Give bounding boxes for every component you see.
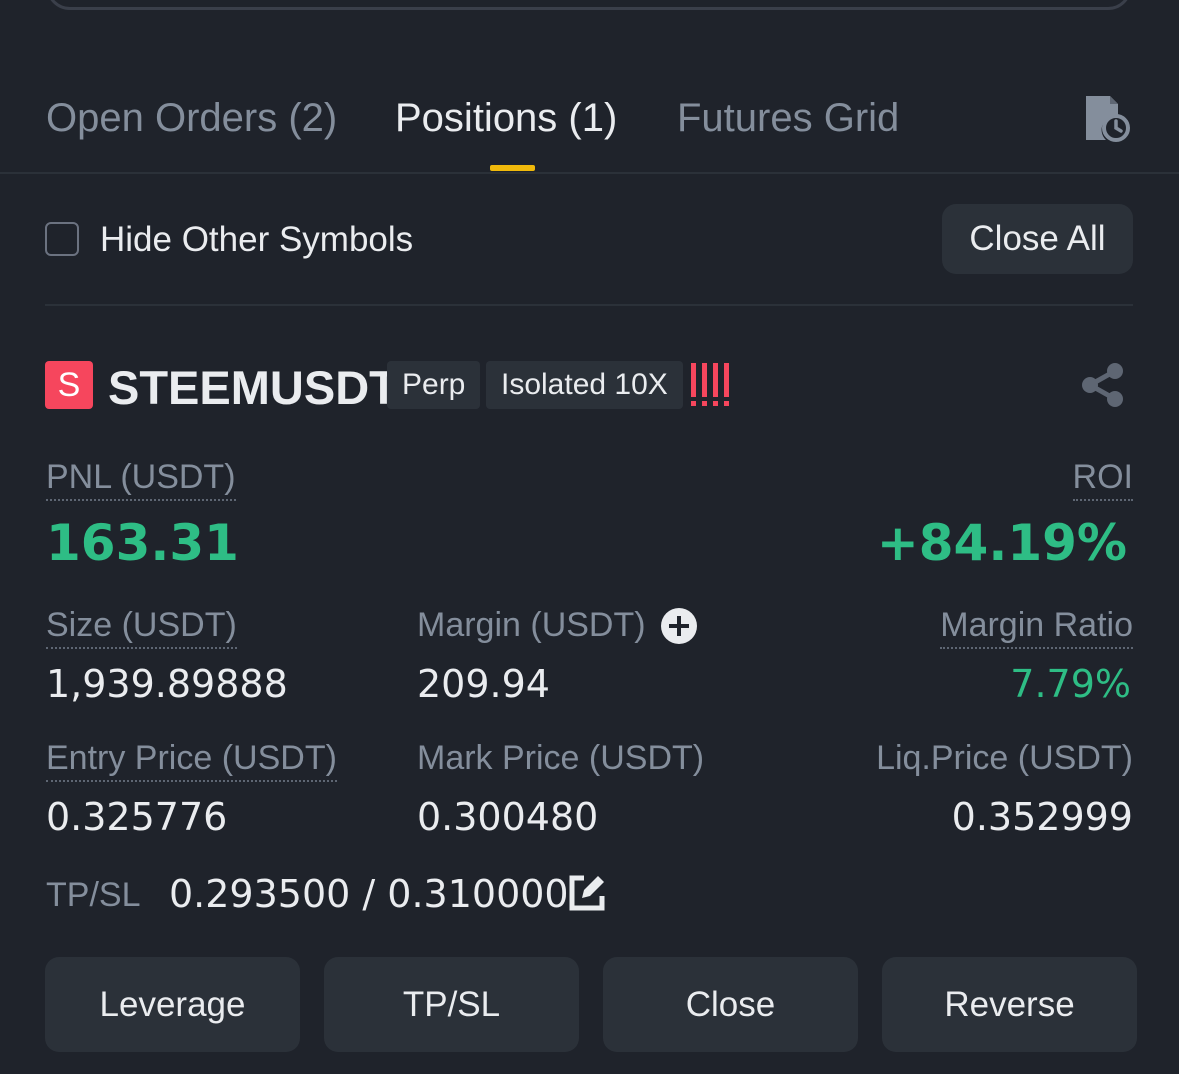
size-label[interactable]: Size (USDT) [46,606,237,649]
margin-mode-tag[interactable]: Isolated 10X [486,361,683,409]
symbol-badge: S [45,361,93,409]
hide-other-symbols-label[interactable]: Hide Other Symbols [100,220,414,259]
tpsl-label: TP/SL [46,876,141,914]
history-clock-icon[interactable] [1082,94,1130,144]
tpsl-button[interactable]: TP/SL [324,957,579,1052]
filter-divider [45,304,1133,306]
contract-type-tag: Perp [387,361,481,409]
mark-price-label: Mark Price (USDT) [417,739,705,777]
share-icon[interactable] [1080,362,1126,408]
roi-value: +84.19% [876,514,1127,572]
margin-ratio-value: 7.79% [1010,662,1131,706]
edit-icon[interactable] [568,874,606,912]
risk-bars-icon [691,363,729,406]
tpsl-value: 0.293500 / 0.310000 [169,872,569,916]
symbol-name[interactable]: STEEMUSDT [108,361,398,414]
tabs-divider [0,172,1179,174]
reverse-button[interactable]: Reverse [882,957,1137,1052]
roi-label[interactable]: ROI [1072,458,1133,501]
tab-positions[interactable]: Positions (1) [395,96,618,140]
margin-ratio-label[interactable]: Margin Ratio [940,606,1133,649]
entry-price-value: 0.325776 [46,795,228,839]
margin-label: Margin (USDT) [417,606,646,644]
pnl-value: 163.31 [46,514,239,572]
hide-other-symbols-checkbox[interactable] [45,222,79,256]
close-button[interactable]: Close [603,957,858,1052]
active-tab-indicator [490,165,535,171]
entry-price-label[interactable]: Entry Price (USDT) [46,739,337,782]
pnl-label[interactable]: PNL (USDT) [46,458,236,501]
size-value: 1,939.89888 [46,662,288,706]
search-box-edge[interactable] [46,0,1132,10]
leverage-button[interactable]: Leverage [45,957,300,1052]
liq-price-label: Liq.Price (USDT) [876,739,1133,777]
margin-value: 209.94 [417,662,550,706]
mark-price-value: 0.300480 [417,795,599,839]
close-all-button[interactable]: Close All [942,204,1133,274]
plus-circle-icon[interactable] [660,607,698,645]
tab-futures-grid[interactable]: Futures Grid [677,96,900,140]
tab-open-orders[interactable]: Open Orders (2) [46,96,338,140]
liq-price-value: 0.352999 [951,795,1133,839]
